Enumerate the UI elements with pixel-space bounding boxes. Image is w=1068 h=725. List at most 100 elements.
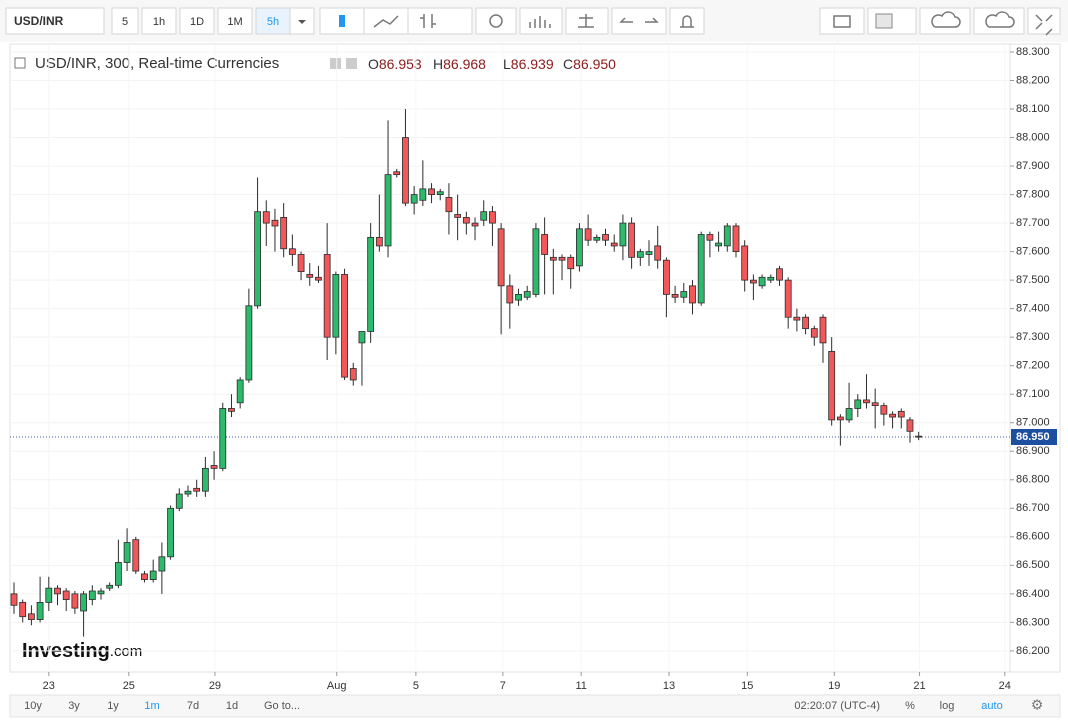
icon — [833, 15, 851, 28]
candle-body — [27, 613, 35, 620]
readout-key: L — [503, 56, 511, 72]
x-tick-label: 11 — [575, 680, 586, 692]
candle-body — [523, 291, 531, 298]
candle-body — [776, 268, 783, 281]
indicators-btn[interactable] — [519, 7, 563, 35]
icon — [339, 15, 345, 27]
compare-btn[interactable] — [565, 7, 609, 35]
candle-body — [897, 410, 905, 418]
readout-value: 86.939 — [511, 56, 554, 72]
footer-settings[interactable]: ⚙ — [1031, 697, 1044, 713]
scale-option[interactable]: auto — [981, 700, 1002, 712]
candle-body — [62, 590, 70, 600]
candle-body — [576, 228, 583, 267]
candle-body — [10, 593, 18, 606]
y-tick-label: 87.000 — [1016, 417, 1050, 429]
x-tick-label: 13 — [663, 680, 675, 692]
settings-icon[interactable] — [346, 58, 357, 69]
candle-body — [532, 228, 540, 295]
candle-body — [915, 435, 923, 438]
readout-value: 86.953 — [379, 56, 422, 72]
candle-body — [341, 274, 348, 378]
range-btn[interactable]: 1y — [107, 700, 119, 712]
y-tick-label: 88.000 — [1016, 131, 1050, 143]
readout: C86.950 — [563, 56, 616, 72]
candle-body — [45, 587, 53, 603]
candle-body — [428, 188, 435, 195]
settings-btn[interactable] — [475, 7, 517, 35]
x-tick-label: 25 — [123, 680, 135, 692]
candle-body — [680, 291, 688, 298]
clock: 02:20:07 (UTC-4) — [794, 700, 880, 712]
scale-option[interactable]: % — [905, 700, 915, 712]
snapshot-btn[interactable] — [819, 7, 865, 35]
candle-body — [454, 214, 462, 218]
interval-btn[interactable] — [179, 7, 215, 35]
icon — [931, 11, 961, 28]
candle-body — [793, 316, 801, 321]
interval-label: 5h — [267, 16, 279, 28]
candle-body — [610, 242, 618, 247]
y-tick-label: 87.200 — [1016, 360, 1050, 372]
alert-btn[interactable] — [669, 7, 705, 35]
readout-key: H — [433, 56, 443, 72]
candle-body — [584, 228, 592, 241]
scale-option[interactable]: log — [940, 700, 955, 712]
interval-btn[interactable] — [255, 7, 291, 35]
interval-label: 1h — [153, 16, 165, 28]
interval-btn[interactable] — [141, 7, 177, 35]
candle-body — [819, 316, 827, 344]
y-tick-label: 87.700 — [1016, 217, 1050, 229]
readout: L86.939 — [503, 56, 554, 72]
candle-body — [645, 251, 653, 255]
candle-body — [288, 248, 296, 255]
candle-body — [880, 405, 888, 415]
candle-body — [271, 219, 279, 227]
range-btn[interactable]: 3y — [68, 700, 80, 712]
candle-body — [332, 274, 340, 338]
eye-icon[interactable] — [330, 58, 341, 69]
last-price-label: 86.950 — [1016, 431, 1050, 443]
range-btn[interactable]: 10y — [24, 700, 42, 712]
y-tick-label: 86.500 — [1016, 559, 1050, 571]
candle-body — [810, 328, 818, 338]
readout: O86.953 — [368, 56, 422, 72]
icon — [578, 14, 594, 28]
fullscreen-btn[interactable] — [1027, 7, 1061, 35]
candle-body — [767, 276, 775, 281]
candle-body — [88, 590, 96, 600]
candle-body — [384, 174, 392, 247]
candle-body — [836, 416, 844, 421]
bars-btn[interactable] — [407, 7, 473, 35]
candle-body — [80, 593, 87, 612]
range-btn[interactable]: 7d — [187, 700, 199, 712]
candle-body — [141, 573, 148, 580]
candle-body — [497, 228, 505, 287]
collapse-icon[interactable] — [14, 57, 26, 69]
candle-body — [602, 234, 609, 241]
candle-body — [419, 188, 427, 201]
candle-body — [749, 279, 757, 284]
range-btn[interactable]: 1d — [226, 700, 238, 712]
candle-body — [228, 408, 235, 412]
interval-label: 1M — [227, 16, 242, 28]
candle-body — [358, 331, 366, 344]
candle-body — [97, 590, 105, 595]
candle-body — [471, 222, 479, 227]
y-tick-label: 86.900 — [1016, 445, 1050, 457]
readout-value: 86.968 — [443, 56, 486, 72]
range-btn[interactable]: 1m — [144, 700, 159, 712]
y-tick-label: 87.800 — [1016, 188, 1050, 200]
icon — [489, 14, 503, 28]
candle-body — [706, 234, 714, 241]
interval-btn[interactable] — [217, 7, 253, 35]
interval-btn[interactable] — [111, 7, 139, 35]
candle-body — [132, 539, 140, 572]
x-tick-label: 24 — [999, 680, 1011, 692]
undo-redo[interactable] — [611, 7, 667, 35]
y-tick-label: 86.700 — [1016, 502, 1050, 514]
goto-btn[interactable]: Go to... — [264, 700, 300, 712]
symbol-box[interactable] — [5, 7, 105, 35]
candle-body — [323, 254, 331, 338]
candle-body — [445, 197, 453, 213]
